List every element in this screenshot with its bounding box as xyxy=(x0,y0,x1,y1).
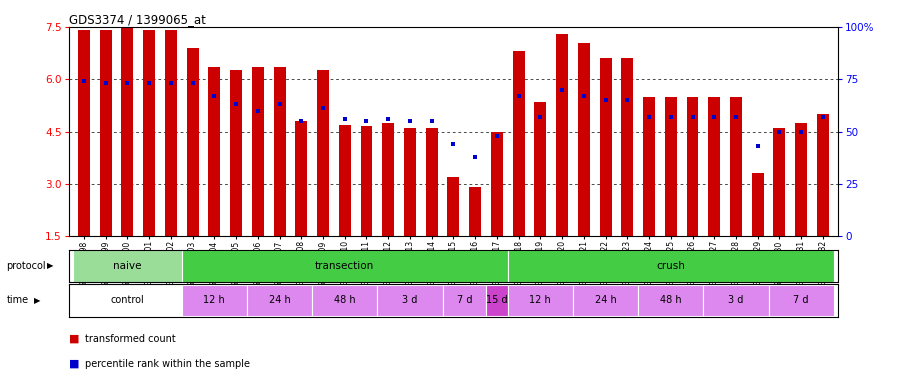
Text: percentile rank within the sample: percentile rank within the sample xyxy=(85,359,250,369)
Bar xyxy=(447,177,460,236)
Bar xyxy=(339,124,351,236)
Bar xyxy=(404,128,416,236)
Bar xyxy=(817,114,829,236)
Bar xyxy=(181,285,247,316)
Bar xyxy=(513,51,525,236)
Bar xyxy=(143,30,155,236)
Text: protocol: protocol xyxy=(6,261,46,271)
Bar xyxy=(600,58,612,236)
Bar xyxy=(442,285,486,316)
Bar xyxy=(187,48,199,236)
Bar xyxy=(795,123,807,236)
Bar xyxy=(181,250,507,281)
Bar xyxy=(638,285,703,316)
Bar xyxy=(165,30,177,236)
Bar xyxy=(312,285,377,316)
Text: naive: naive xyxy=(114,261,142,271)
Text: 7 d: 7 d xyxy=(456,295,472,306)
Bar xyxy=(573,285,638,316)
Bar xyxy=(78,30,90,236)
Bar xyxy=(230,71,242,236)
Bar xyxy=(317,71,329,236)
Bar xyxy=(708,97,720,236)
Bar xyxy=(274,67,286,236)
Bar xyxy=(752,174,764,236)
Text: ▶: ▶ xyxy=(34,296,40,305)
Bar xyxy=(769,285,834,316)
Text: GDS3374 / 1399065_at: GDS3374 / 1399065_at xyxy=(69,13,205,26)
Bar xyxy=(100,30,112,236)
Bar xyxy=(252,67,264,236)
Bar xyxy=(361,126,373,236)
Bar xyxy=(73,250,181,281)
Text: transformed count: transformed count xyxy=(85,334,176,344)
Text: ▶: ▶ xyxy=(47,262,53,270)
Bar xyxy=(469,187,481,236)
Text: 3 d: 3 d xyxy=(402,295,418,306)
Bar xyxy=(643,97,655,236)
Bar xyxy=(578,43,590,236)
Text: 3 d: 3 d xyxy=(728,295,744,306)
Text: control: control xyxy=(111,295,144,306)
Bar xyxy=(426,128,438,236)
Text: ■: ■ xyxy=(69,334,79,344)
Bar xyxy=(247,285,312,316)
Bar xyxy=(703,285,769,316)
Bar xyxy=(621,58,633,236)
Bar xyxy=(208,67,221,236)
Bar xyxy=(486,285,507,316)
Text: 48 h: 48 h xyxy=(660,295,682,306)
Text: crush: crush xyxy=(657,261,685,271)
Bar xyxy=(377,285,442,316)
Bar xyxy=(491,131,503,236)
Bar xyxy=(122,27,134,236)
Text: ■: ■ xyxy=(69,359,79,369)
Bar xyxy=(73,285,181,316)
Bar xyxy=(382,123,394,236)
Text: 24 h: 24 h xyxy=(268,295,290,306)
Text: transection: transection xyxy=(315,261,375,271)
Bar xyxy=(686,97,699,236)
Text: 12 h: 12 h xyxy=(529,295,551,306)
Bar xyxy=(534,102,546,236)
Text: 24 h: 24 h xyxy=(594,295,616,306)
Text: time: time xyxy=(6,295,28,306)
Text: 12 h: 12 h xyxy=(203,295,225,306)
Bar xyxy=(730,97,742,236)
Text: 15 d: 15 d xyxy=(486,295,507,306)
Bar xyxy=(507,250,834,281)
Text: 7 d: 7 d xyxy=(793,295,809,306)
Bar xyxy=(295,121,307,236)
Bar xyxy=(556,34,568,236)
Bar xyxy=(665,97,677,236)
Bar xyxy=(507,285,573,316)
Text: 48 h: 48 h xyxy=(334,295,355,306)
Bar xyxy=(773,128,785,236)
